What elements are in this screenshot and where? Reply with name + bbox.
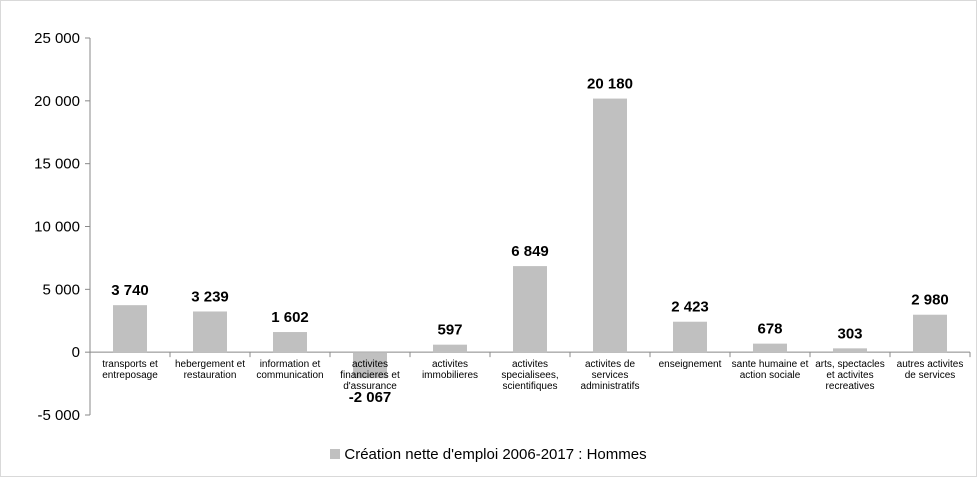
bar	[433, 344, 467, 353]
value-label: -2 067	[349, 389, 392, 406]
bar	[513, 266, 547, 353]
bar	[113, 305, 147, 353]
bar	[673, 321, 707, 353]
x-tick-label: information et communication	[256, 359, 324, 382]
legend-label: Création nette d'emploi 2006-2017 : Homm…	[344, 446, 647, 463]
value-label: 2 423	[671, 299, 709, 316]
bar	[193, 311, 227, 353]
y-tick-label: -5 000	[37, 407, 80, 424]
x-tick-label: sante humaine et action sociale	[731, 359, 809, 382]
bar	[353, 352, 387, 379]
value-label: 6 849	[511, 243, 549, 260]
y-tick-label: 15 000	[34, 156, 80, 173]
x-tick-label: activites immobilieres	[421, 359, 479, 382]
x-tick-label: transports et entreposage	[102, 359, 158, 382]
x-tick-label: activites specialisees, scientifiques	[501, 359, 559, 393]
value-label: 597	[437, 322, 462, 339]
y-tick-label: 25 000	[34, 30, 80, 47]
y-tick-label: 10 000	[34, 219, 80, 236]
value-label: 678	[757, 321, 782, 338]
value-label: 1 602	[271, 309, 309, 326]
y-tick-label: 0	[72, 344, 80, 361]
bar	[913, 314, 947, 353]
x-tick-label: activites de services administratifs	[580, 359, 640, 393]
x-tick-label: autres activites de services	[896, 359, 964, 382]
y-tick-label: 5 000	[42, 281, 80, 298]
legend-swatch	[330, 449, 341, 459]
bar	[273, 332, 307, 353]
x-tick-label: enseignement	[658, 359, 722, 371]
x-tick-label: arts, spectacles et activites recreative…	[815, 359, 885, 393]
legend: Création nette d'emploi 2006-2017 : Homm…	[0, 446, 977, 463]
value-label: 2 980	[911, 292, 949, 309]
value-label: 303	[837, 325, 862, 342]
x-tick-label: activites financieres et d'assurance	[340, 359, 400, 393]
bar	[593, 98, 627, 353]
value-label: 3 740	[111, 282, 149, 299]
y-tick-label: 20 000	[34, 93, 80, 110]
x-tick-label: hebergement et restauration	[174, 359, 246, 382]
value-label: 20 180	[587, 76, 633, 93]
value-label: 3 239	[191, 288, 229, 305]
bar	[833, 348, 867, 353]
bar	[753, 343, 787, 353]
